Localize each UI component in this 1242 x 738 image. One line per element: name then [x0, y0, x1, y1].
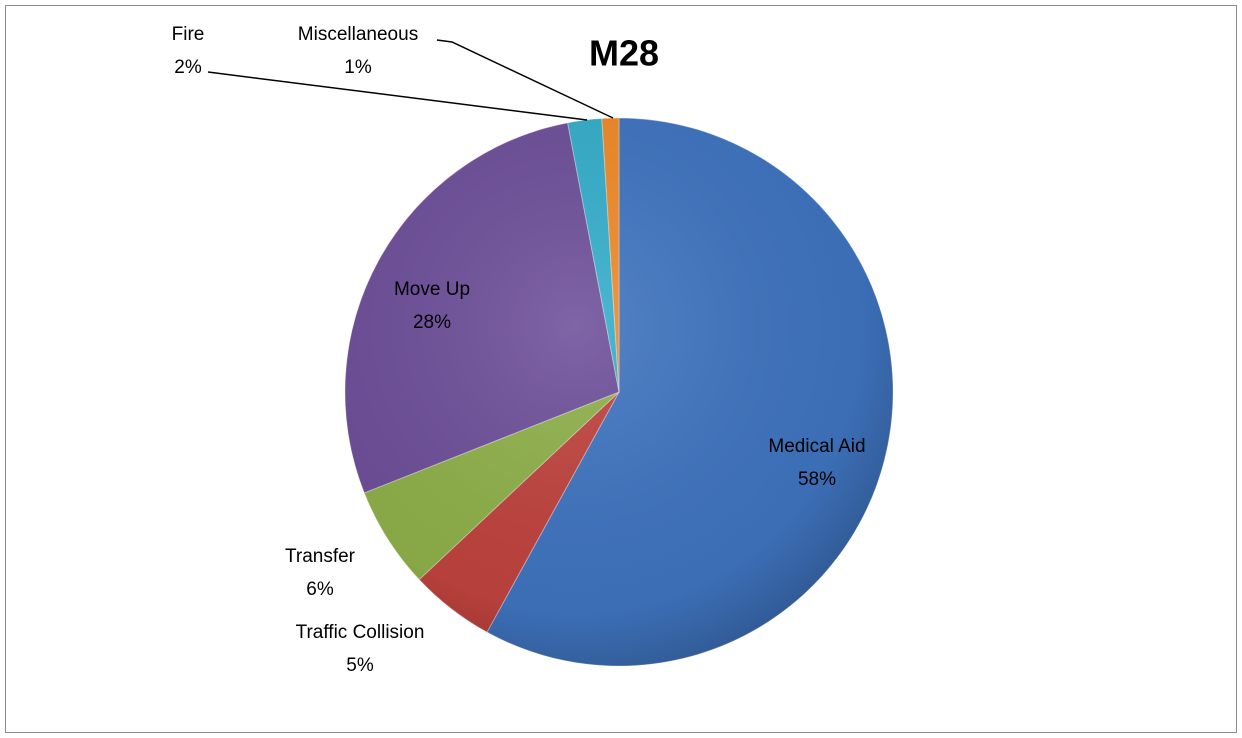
slice-label: Traffic Collision: [296, 622, 425, 643]
leader-line: [436, 39, 614, 119]
slice-label: Fire: [172, 24, 205, 45]
slice-value-label: 58%: [798, 469, 836, 490]
slice-value-label: 6%: [306, 579, 334, 600]
chart-title: M28: [589, 33, 659, 74]
leader-line: [207, 71, 588, 121]
slice-value-label: 1%: [344, 57, 372, 78]
slice-value-label: 28%: [413, 312, 451, 333]
slice-value-label: 5%: [346, 655, 374, 676]
slice-label: Transfer: [285, 546, 356, 567]
slice-label: Medical Aid: [768, 436, 865, 457]
slice-label: Miscellaneous: [298, 24, 418, 45]
slice-label: Move Up: [394, 279, 470, 300]
slice-value-label: 2%: [174, 57, 202, 78]
